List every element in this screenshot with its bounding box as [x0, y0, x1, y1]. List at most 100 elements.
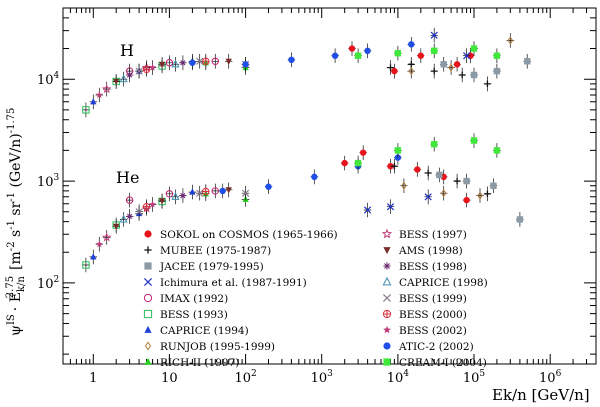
data-point-bess-2000-he	[142, 203, 151, 211]
data-point-atic-2-2002-h	[242, 61, 249, 68]
data-point-jacee-1979-1995-h	[470, 71, 478, 79]
data-point-jacee-1979-1995-he	[463, 177, 470, 185]
data-point-caprice-1998-he	[171, 192, 180, 200]
data-point-sokol-on-cosmos-1965-1966-h	[417, 52, 424, 59]
data-point-jacee-1979-1995-h	[440, 61, 447, 68]
data-point-imax-1992-he	[165, 190, 174, 198]
legend-label-caprice-1994: CAPRICE (1994)	[160, 325, 249, 337]
data-point-bess-1998-he	[126, 213, 133, 220]
data-point-bess-2000-he	[202, 187, 210, 196]
data-point-atic-2-2002-he	[265, 183, 272, 190]
legend-label-rich-ii-1997: RICH-II (1997)	[160, 357, 239, 369]
error-bar	[165, 55, 174, 71]
legend-marker-jacee-1979-1995	[144, 262, 152, 270]
data-point-caprice-1994-he	[90, 253, 97, 260]
error-bar	[119, 212, 128, 227]
data-point-sokol-on-cosmos-1965-1966-he	[341, 159, 348, 167]
legend-marker-caprice-1994	[144, 325, 152, 333]
data-point-jacee-1979-1995-h	[524, 58, 531, 65]
data-point-atic-2-2002-h	[364, 47, 371, 55]
data-point-atic-2-2002-h	[288, 56, 295, 64]
data-point-runjob-1995-1999-he	[477, 191, 483, 200]
data-point-bess-1997-he	[101, 232, 112, 242]
data-point-cream-i-2004-he	[470, 137, 478, 144]
data-point-bess-1993-h	[82, 106, 90, 114]
data-point-ams-1998-h	[113, 78, 120, 86]
data-point-cream-i-2004-h	[470, 45, 478, 52]
data-point-ams-1998-he	[225, 187, 232, 194]
x-tick-label: 1	[89, 371, 97, 386]
data-point-ichimura-et-al-1987-1991-he	[424, 193, 432, 201]
data-point-bess-1998-h	[126, 71, 133, 79]
data-point-bess-1999-he	[196, 189, 204, 197]
data-point-imax-1992-h	[165, 59, 174, 67]
legend-label-bess-2000: BESS (2000)	[399, 309, 467, 321]
annotation-he: He	[116, 168, 139, 187]
data-point-jacee-1979-1995-he	[516, 216, 524, 223]
legend-marker-sokol-on-cosmos-1965-1966	[144, 230, 152, 238]
error-bar	[211, 183, 219, 199]
data-point-cream-i-2004-he	[394, 147, 402, 154]
data-point-jacee-1979-1995-he	[490, 182, 497, 189]
error-bar	[82, 257, 90, 273]
data-point-cream-i-2004-h	[431, 47, 438, 55]
legend-marker-bess-2002	[383, 325, 391, 334]
data-point-sokol-on-cosmos-1965-1966-h	[348, 45, 356, 52]
legend-marker-ams-1998	[383, 247, 391, 255]
data-point-cream-i-2004-he	[354, 159, 362, 167]
data-point-bess-1993-he	[82, 261, 90, 269]
legend-label-bess-1998: BESS (1998)	[399, 261, 467, 273]
legend-marker-mubee-1975-1987	[144, 246, 152, 254]
data-points-layer	[82, 27, 531, 273]
data-point-sokol-on-cosmos-1965-1966-he	[387, 162, 394, 170]
legend-label-imax-1992: IMAX (1992)	[160, 293, 228, 305]
legend-label-ichimura-et-al-1987-1991: Ichimura et al. (1987-1991)	[160, 277, 307, 289]
data-point-bess-1998-he	[179, 192, 187, 199]
data-point-bess-1999-he	[135, 208, 143, 216]
data-point-sokol-on-cosmos-1965-1966-h	[453, 61, 461, 68]
error-bar	[82, 102, 90, 118]
data-point-jacee-1979-1995-h	[493, 67, 501, 75]
legend-marker-bess-1997	[381, 228, 393, 239]
data-point-cream-i-2004-h	[354, 52, 362, 59]
data-point-caprice-1998-h	[119, 74, 128, 83]
data-point-mubee-1975-1987-h	[484, 80, 491, 88]
annotation-h: H	[120, 41, 134, 60]
axis-ticks	[62, 7, 597, 364]
data-point-ichimura-et-al-1987-1991-h	[463, 52, 471, 60]
data-point-bess-1997-h	[101, 83, 112, 94]
plot-frame	[62, 7, 597, 365]
legend-label-sokol-on-cosmos-1965-1966: SOKOL on COSMOS (1965-1966)	[160, 229, 338, 241]
data-point-bess-2000-h	[202, 57, 210, 65]
x-tick-labels: 1 10 102 103 104 105 106	[89, 369, 561, 386]
data-point-bess-2000-h	[142, 65, 151, 74]
legend-marker-bess-1999	[382, 293, 392, 303]
x-tick-label: 102	[234, 369, 256, 386]
data-point-sokol-on-cosmos-1965-1966-h	[391, 67, 398, 75]
y-tick-labels: 102 103 104	[37, 71, 60, 292]
data-point-mubee-1975-1987-he	[484, 190, 491, 197]
error-bar	[125, 192, 134, 208]
data-point-mubee-1975-1987-he	[453, 177, 461, 185]
data-point-runjob-1995-1999-h	[408, 67, 415, 76]
data-point-bess-1999-he	[241, 189, 250, 197]
legend-label-bess-1999: BESS (1999)	[399, 293, 467, 305]
legend-label-ams-1998: AMS (1998)	[398, 245, 463, 257]
legend-marker-bess-2000	[382, 309, 392, 319]
data-point-atic-2-2002-h	[331, 52, 339, 59]
error-bar	[171, 189, 180, 205]
legend-marker-cream-i-2004	[383, 358, 391, 366]
legend-label-bess-1997: BESS (1997)	[399, 229, 467, 241]
legend-label-bess-2002: BESS (2002)	[399, 325, 467, 337]
data-point-cream-i-2004-he	[493, 147, 501, 154]
data-point-runjob-1995-1999-h	[448, 63, 454, 72]
data-point-sokol-on-cosmos-1965-1966-he	[359, 149, 367, 156]
data-point-mubee-1975-1987-h	[459, 71, 466, 79]
legend-label-jacee-1979-1995: JACEE (1979-1995)	[159, 261, 264, 273]
data-point-mubee-1975-1987-h	[387, 64, 394, 71]
data-point-ams-1998-h	[225, 58, 232, 65]
data-point-mubee-1975-1987-he	[391, 162, 398, 170]
data-point-jacee-1979-1995-he	[436, 171, 443, 179]
error-bar	[165, 186, 174, 202]
